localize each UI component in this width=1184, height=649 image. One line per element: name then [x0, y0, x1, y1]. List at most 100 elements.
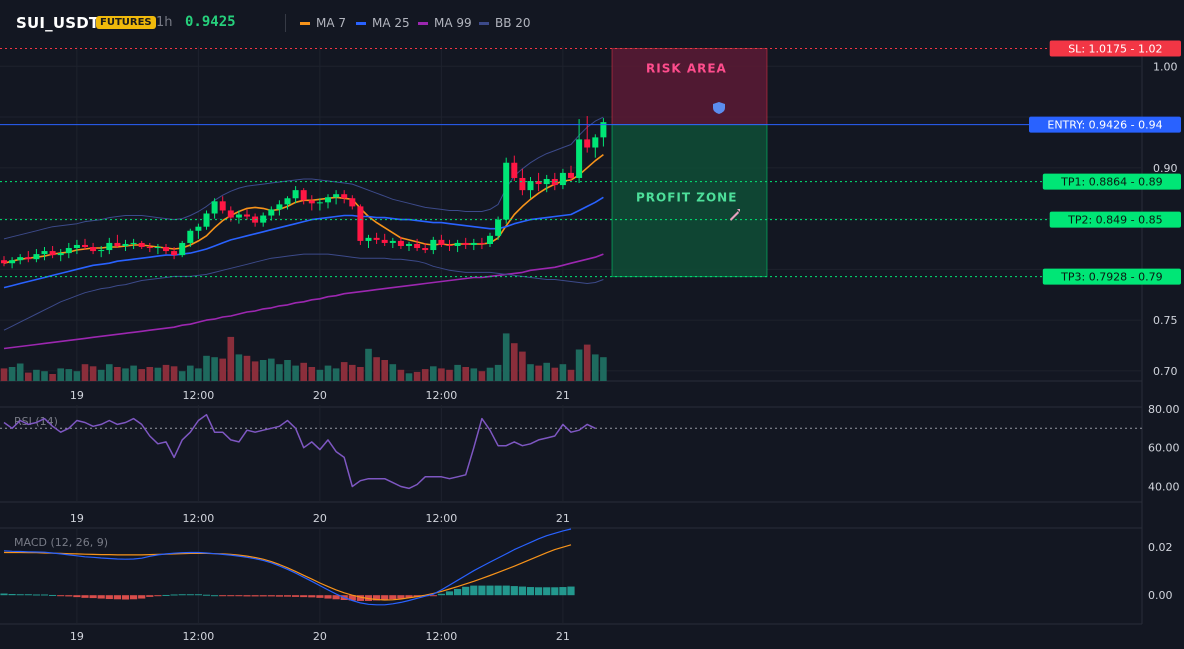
tp3-level-tag: TP3: 0.7928 - 0.79	[1042, 268, 1181, 285]
volume-bar	[211, 357, 218, 381]
legend-ma25[interactable]: MA 25	[356, 16, 410, 30]
ma-25-line	[3, 196, 604, 289]
timeframe-label[interactable]: 1h	[156, 15, 173, 30]
candle-body	[406, 243, 412, 246]
time-axis-tick: 20	[313, 512, 327, 525]
last-price: 0.9425	[185, 14, 236, 30]
rsi-axis-tick: 80.00	[1148, 403, 1180, 416]
volume-bar	[438, 368, 445, 381]
macd-histogram-bar	[454, 588, 462, 596]
entry-level-tag-bg	[1029, 116, 1181, 133]
candle-body	[41, 251, 48, 255]
volume-bar	[243, 355, 251, 381]
candle-body	[308, 200, 315, 204]
volume-bar	[251, 361, 259, 381]
volume-bar	[324, 365, 332, 381]
volume-bar	[162, 364, 170, 381]
volume-bar	[600, 357, 607, 381]
macd-histogram-bar	[138, 595, 146, 599]
candle-body	[559, 172, 566, 186]
candle-body	[462, 242, 469, 245]
macd-histogram-bar	[121, 595, 130, 600]
volume-bar	[203, 355, 210, 381]
macd-histogram-bar	[308, 595, 316, 598]
macd-histogram-bar	[81, 595, 89, 598]
volume-bar	[25, 372, 32, 381]
candle-body	[381, 239, 388, 243]
macd-histogram-bar	[186, 594, 194, 596]
volume-bar	[300, 362, 307, 381]
candle-body	[25, 257, 32, 260]
candle-body	[235, 214, 242, 218]
macd-histogram-bar	[32, 594, 40, 596]
candle-body	[179, 242, 186, 256]
volume-bar	[559, 364, 567, 381]
volume-bar	[543, 362, 550, 381]
rsi-title: RSI (14)	[14, 415, 58, 428]
candle-body	[90, 247, 97, 252]
symbol-title[interactable]: SUI_USDT	[16, 14, 100, 32]
volume-bar	[33, 369, 40, 381]
volume-bar	[365, 348, 372, 381]
macd-histogram-bar	[162, 594, 170, 596]
macd-histogram-bar	[146, 595, 154, 597]
macd-histogram-bar	[356, 595, 364, 601]
candle-body	[414, 243, 421, 249]
macd-histogram-bar	[316, 595, 324, 598]
legend-ma7[interactable]: MA 7	[300, 16, 346, 30]
tp1-level-label: TP1: 0.8864 - 0.89	[1060, 176, 1163, 189]
candle-body	[284, 198, 291, 205]
candle-body	[57, 253, 64, 256]
time-axis-tick: 20	[313, 389, 327, 402]
macd-histogram-bar	[526, 587, 535, 596]
candle-body	[478, 242, 485, 244]
header-divider	[285, 14, 286, 32]
macd-histogram-bar	[300, 595, 308, 598]
macd-histogram-bar	[373, 595, 381, 601]
volume-bar	[397, 369, 405, 381]
candle-body	[49, 251, 56, 256]
candle-body	[276, 204, 283, 210]
volume-bar	[219, 358, 226, 381]
volume-bar	[178, 371, 186, 381]
macd-title: MACD (12, 26, 9)	[14, 536, 108, 549]
macd-histogram-bar	[8, 594, 16, 596]
macd-histogram-bar	[283, 595, 292, 597]
volume-bar	[381, 360, 388, 381]
legend-bb20[interactable]: BB 20	[479, 16, 531, 30]
macd-histogram-bar	[251, 595, 259, 597]
macd-histogram-bar	[543, 587, 551, 596]
rsi-axis-tick: 60.00	[1148, 442, 1180, 455]
volume-bar	[146, 367, 154, 381]
volume-bar	[122, 368, 129, 381]
volume-bar	[81, 364, 89, 381]
candle-body	[82, 244, 88, 247]
candle-body	[227, 210, 234, 218]
futures-badge: FUTURES	[96, 16, 156, 29]
candle-body	[487, 235, 493, 244]
volume-bar	[357, 367, 364, 381]
macd-histogram-bar	[518, 586, 526, 596]
legend-ma99[interactable]: MA 99	[418, 16, 472, 30]
macd-signal-line	[4, 544, 572, 601]
volume-bar	[130, 365, 137, 381]
candle-body	[17, 257, 24, 261]
macd-histogram-bar	[324, 595, 332, 599]
macd-histogram-bar	[292, 595, 300, 597]
macd-histogram-bar	[405, 595, 413, 598]
rsi-axis-tick: 40.00	[1148, 480, 1180, 493]
ma-99-line	[3, 253, 604, 350]
macd-histogram-bar	[267, 595, 275, 597]
candle-body	[325, 197, 331, 203]
macd-histogram-bar	[243, 595, 251, 597]
macd-histogram-bar	[16, 594, 24, 596]
candle-body	[341, 194, 348, 199]
candle-body	[187, 230, 194, 243]
macd-histogram-bar	[389, 595, 397, 600]
time-axis-tick: 12:00	[426, 512, 458, 525]
candle-body	[446, 244, 453, 246]
candle-body	[535, 181, 542, 185]
volume-bar	[227, 336, 235, 381]
candle-body	[163, 247, 169, 252]
